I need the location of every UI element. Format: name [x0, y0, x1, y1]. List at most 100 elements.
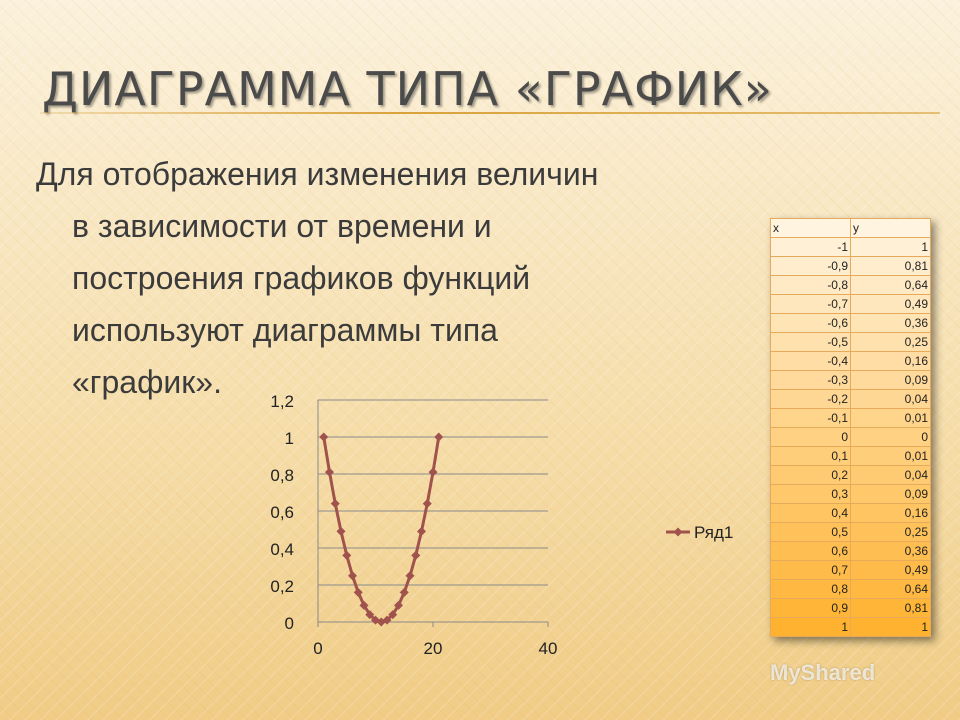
table-row: 0,3 0,09: [770, 484, 931, 504]
table-cell: 0,7: [770, 560, 851, 580]
table-cell: 0,36: [850, 541, 931, 561]
table-cell: 0,64: [850, 579, 931, 599]
bullet-line-4: используют диаграммы типа: [72, 312, 498, 348]
table-cell: 0,49: [850, 294, 931, 314]
y-tick-label: 0,8: [270, 466, 294, 485]
table-cell: 0,9: [770, 598, 851, 618]
table-cell: 0,01: [850, 446, 931, 466]
table-cell: 0,25: [850, 522, 931, 542]
bullet-line-3: построения графиков функций: [72, 260, 531, 296]
table-cell: 0,2: [770, 465, 851, 485]
table-row: -0,7 0,49: [770, 294, 931, 314]
data-point: [365, 610, 375, 620]
table-row: -1 1: [770, 237, 931, 257]
table-cell: 0: [770, 427, 851, 447]
slide-title: ДИАГРАММА ТИПА «ГРАФИК»: [42, 62, 773, 116]
table-row: 0,1 0,01: [770, 446, 931, 466]
table-cell: 0,16: [850, 503, 931, 523]
table-row: -0,2 0,04: [770, 389, 931, 409]
data-point: [411, 550, 421, 560]
table-cell: -0,9: [770, 256, 851, 276]
table-cell: 0,25: [850, 332, 931, 352]
table-cell: -0,6: [770, 313, 851, 333]
data-point: [371, 615, 380, 625]
data-table: x y -1 1 -0,9 0,81 -0,8 0,64 -0,7 0,49 -0,6 0,36 -0,…: [770, 218, 931, 637]
data-point: [434, 432, 444, 442]
table-row: -0,5 0,25: [770, 332, 931, 352]
x-tick-label: 40: [539, 639, 558, 658]
bullet-line-2: в зависимости от времени и: [72, 208, 492, 244]
table-header-cell: x: [770, 218, 851, 238]
table-cell: 0,49: [850, 560, 931, 580]
data-point: [325, 467, 334, 477]
data-point: [319, 432, 329, 442]
legend-label: Ряд1: [694, 523, 733, 542]
table-header-cell: y: [850, 218, 931, 238]
table-row: 0,6 0,36: [770, 541, 931, 561]
y-tick-label: 0: [285, 614, 294, 633]
data-point: [394, 600, 403, 610]
data-point: [399, 587, 409, 597]
y-tick-label: 1,2: [270, 392, 294, 411]
table-row: -0,8 0,64: [770, 275, 931, 295]
table-cell: 0,81: [850, 256, 931, 276]
table-cell: -0,5: [770, 332, 851, 352]
table-cell: 1: [850, 237, 931, 257]
table-row: -0,4 0,16: [770, 351, 931, 371]
data-point: [382, 615, 392, 625]
table-cell: -0,1: [770, 408, 851, 428]
y-tick-label: 1: [285, 429, 294, 448]
table-cell: 0,6: [770, 541, 851, 561]
table-row: 0,9 0,81: [770, 598, 931, 618]
y-tick-label: 0,6: [270, 503, 294, 522]
table-row: 0,2 0,04: [770, 465, 931, 485]
y-tick-label: 0,4: [270, 540, 294, 559]
data-point: [353, 587, 363, 597]
table-cell: -0,4: [770, 351, 851, 371]
x-tick-label: 20: [424, 639, 443, 658]
bullet-line-1: Для отображения изменения величин: [36, 156, 599, 192]
table-row: 0,7 0,49: [770, 560, 931, 580]
data-point: [428, 467, 438, 477]
data-point: [336, 526, 346, 536]
table-cell: -0,8: [770, 275, 851, 295]
data-point: [330, 499, 340, 509]
data-point: [417, 526, 426, 536]
table-cell: 0: [850, 427, 931, 447]
data-point: [359, 600, 369, 610]
table-row: 0,8 0,64: [770, 579, 931, 599]
table-cell: 0,09: [850, 484, 931, 504]
table-row: -0,3 0,09: [770, 370, 931, 390]
data-point: [342, 550, 352, 560]
table-cell: -1: [770, 237, 851, 257]
table-cell: 1: [770, 617, 851, 637]
legend-marker: [673, 527, 683, 537]
table-row: 0,4 0,16: [770, 503, 931, 523]
table-cell: 0,16: [850, 351, 931, 371]
table-row: -0,6 0,36: [770, 313, 931, 333]
table-row: -0,9 0,81: [770, 256, 931, 276]
table-cell: 0,4: [770, 503, 851, 523]
table-cell: 0,04: [850, 389, 931, 409]
title-divider: [40, 112, 940, 114]
data-point: [422, 499, 432, 509]
table-cell: 0,5: [770, 522, 851, 542]
data-point: [348, 571, 357, 581]
x-tick-label: 0: [313, 639, 322, 658]
bullet-line-5: «график».: [72, 364, 222, 400]
table-cell: 0,01: [850, 408, 931, 428]
table-cell: -0,2: [770, 389, 851, 409]
line-chart: 0 0,2 0,4 0,6 0,8 1 1,2 0 20 40 Ряд1: [270, 392, 733, 658]
table-cell: 0,36: [850, 313, 931, 333]
table-cell: -0,7: [770, 294, 851, 314]
table-cell: 0,1: [770, 446, 851, 466]
bullet-text: Для отображения изменения величин в зави…: [36, 148, 776, 408]
table-cell: 0,8: [770, 579, 851, 599]
table-row: -0,1 0,01: [770, 408, 931, 428]
table-cell: 0,64: [850, 275, 931, 295]
table-cell: 1: [850, 617, 931, 637]
table-cell: 0,3: [770, 484, 851, 504]
